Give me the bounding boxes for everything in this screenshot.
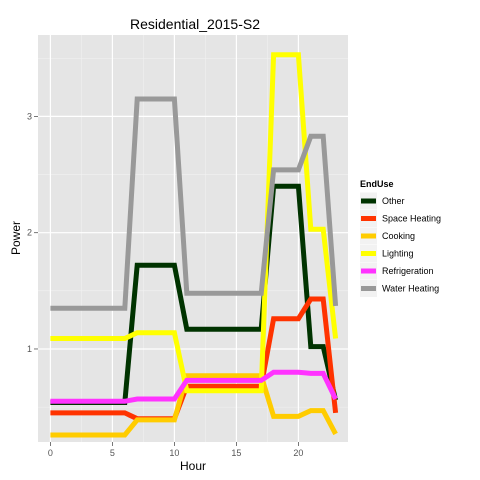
x-axis-label: Hour [180,459,206,473]
legend-label: Space Heating [382,214,441,224]
x-tick-label: 5 [110,448,115,458]
legend-title: EndUse [360,179,394,189]
x-tick-label: 20 [293,448,303,458]
legend-label: Other [382,196,405,206]
legend: EndUse Other Space Heating Cooking Lighting… [360,179,441,297]
y-tick-label: 2 [27,228,32,238]
y-tick-label: 1 [27,344,32,354]
y-axis-ticks: 1 2 3 [27,111,38,354]
legend-label: Refrigeration [382,266,434,276]
x-tick-label: 15 [231,448,241,458]
x-tick-label: 10 [169,448,179,458]
legend-label: Cooking [382,231,415,241]
legend-label: Water Heating [382,284,439,294]
legend-label: Lighting [382,249,414,259]
x-axis-ticks: 0 5 10 15 20 [48,442,304,458]
y-tick-label: 3 [27,111,32,121]
chart-title: Residential_2015-S2 [130,16,260,32]
y-axis-label: Power [9,221,23,255]
x-tick-label: 0 [48,448,53,458]
